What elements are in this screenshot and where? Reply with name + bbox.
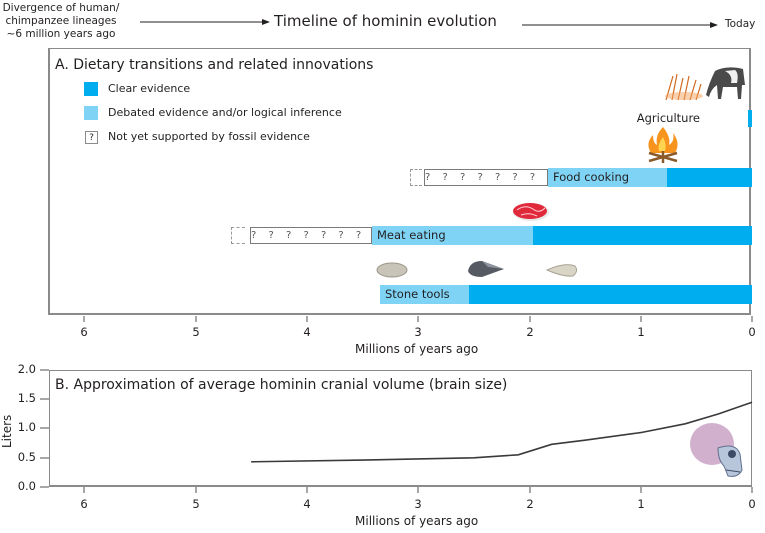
legend-label-clear: Clear evidence	[108, 82, 191, 95]
panel-a-xlabel: Millions of years ago	[355, 342, 479, 356]
meat-bar-debated: Meat eating	[372, 226, 534, 245]
x-tick-6: 6	[80, 325, 88, 339]
cow-icon	[706, 67, 745, 99]
x-tick-5: 5	[192, 325, 200, 339]
b-x-tick-5: 5	[192, 497, 200, 511]
x-tick-0: 0	[748, 325, 756, 339]
b-x-tick-6: 6	[80, 497, 88, 511]
meat-icon	[513, 203, 549, 221]
cooking-unsupported-segment: ? ? ? ? ? ? ? ? ?	[424, 169, 548, 186]
x-tick-1: 1	[637, 325, 645, 339]
x-tick-2: 2	[526, 325, 534, 339]
legend-swatch-clear	[84, 82, 98, 96]
timeline-title: Timeline of hominin evolution	[274, 12, 497, 30]
y-tick-0-5: 0.5	[17, 450, 36, 464]
x-tick-3: 3	[414, 325, 422, 339]
divergence-note: Divergence of human/ chimpanzee lineages…	[0, 2, 122, 41]
b-x-tick-4: 4	[303, 497, 311, 511]
divergence-note-line-1: Divergence of human/	[2, 2, 120, 14]
campfire-icon	[648, 127, 678, 163]
stone-tool-icon	[376, 262, 408, 278]
divergence-note-line-3: ~6 million years ago	[6, 28, 116, 40]
y-tick-0-0: 0.0	[17, 479, 36, 493]
panel-b-frame	[49, 370, 752, 487]
wheat-icon	[665, 73, 703, 101]
stone-tool-icon	[468, 261, 504, 277]
panel-b-xlabel: Millions of years ago	[355, 514, 479, 528]
meat-bar-clear	[533, 226, 752, 245]
legend-swatch-unsupported: ?	[85, 131, 98, 144]
stone-tools-bar-clear	[469, 285, 752, 304]
b-x-tick-1: 1	[637, 497, 645, 511]
stone-tools-bar-debated: Stone tools	[380, 285, 470, 304]
innovation-label-stone-tools: Stone tools	[385, 287, 450, 301]
cooking-bar-clear	[667, 168, 752, 187]
y-tick-1-0: 1.0	[17, 420, 36, 434]
innovation-label-cooking: Food cooking	[553, 170, 630, 184]
b-x-tick-3: 3	[414, 497, 422, 511]
meat-fade-dash	[231, 227, 245, 244]
panel-a-x-axis-ticks	[83, 316, 753, 322]
divergence-note-line-2: chimpanzee lineages	[5, 15, 117, 27]
innovation-label-agriculture: Agriculture	[636, 111, 700, 125]
meat-unsupported-segment: ? ? ? ? ? ? ? ? ?	[250, 227, 372, 244]
arrow-right-icon	[140, 19, 270, 25]
panel-b-x-axis-ticks	[83, 487, 753, 493]
legend-label-debated: Debated evidence and/or logical inferenc…	[108, 106, 342, 119]
stone-tool-icon	[545, 264, 578, 277]
skull-icon	[690, 423, 743, 477]
cooking-fade-dash	[410, 169, 422, 186]
agriculture-bar-clear	[748, 110, 752, 127]
b-x-tick-0: 0	[748, 497, 756, 511]
innovation-label-meat: Meat eating	[377, 228, 446, 242]
legend-label-unsupported: Not yet supported by fossil evidence	[108, 130, 310, 143]
panel-b-y-axis-ticks	[40, 369, 49, 488]
x-tick-4: 4	[303, 325, 311, 339]
y-tick-2-0: 2.0	[17, 362, 36, 376]
arrow-right-icon	[522, 22, 718, 28]
panel-b-title: B. Approximation of average hominin cran…	[55, 377, 508, 393]
y-tick-1-5: 1.5	[17, 391, 36, 405]
today-label: Today	[725, 18, 756, 30]
cooking-bar-debated: Food cooking	[548, 168, 668, 187]
legend-swatch-debated	[84, 106, 98, 120]
panel-a-title: A. Dietary transitions and related innov…	[55, 57, 374, 73]
b-x-tick-2: 2	[526, 497, 534, 511]
